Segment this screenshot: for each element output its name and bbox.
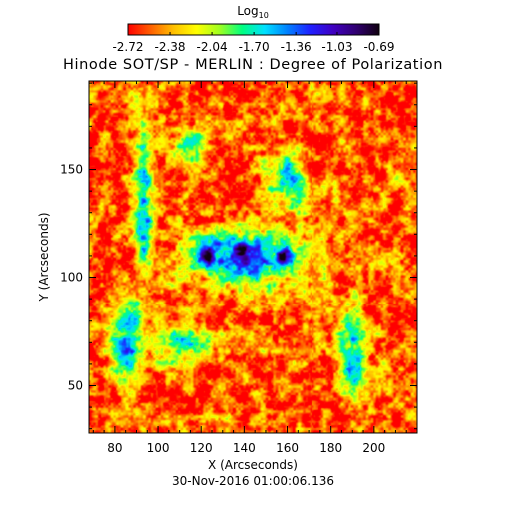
colorbar-tick-label: -2.38 — [155, 40, 186, 54]
colorbar-tick-label: -1.70 — [239, 40, 270, 54]
x-tick-label: 200 — [362, 441, 385, 455]
chart-title: Hinode SOT/SP - MERLIN : Degree of Polar… — [63, 57, 443, 73]
colorbar-ticks: -2.72 -2.38 -2.04 -1.70 -1.36 -1.03 -0.69 — [112, 32, 395, 54]
y-axis-ticks: 50 100 150 — [60, 82, 417, 430]
x-axis-ticks: 80 100 120 140 160 180 200 — [92, 81, 407, 455]
colorbar-tick-label: -1.03 — [321, 40, 352, 54]
colorbar-gradient — [128, 24, 379, 35]
colorbar: Log10 -2.72 -2.38 -2.04 -1.70 -1.36 -1.03 -0.6… — [112, 4, 394, 54]
y-tick-label: 150 — [60, 163, 83, 177]
chart-timestamp: 30-Nov-2016 01:00:06.136 — [172, 474, 334, 488]
x-tick-label: 100 — [147, 441, 170, 455]
colorbar-tick-label: -0.69 — [363, 40, 394, 54]
heatmap-image — [89, 81, 417, 433]
x-axis-label: X (Arcseconds) — [208, 458, 298, 472]
colorbar-label: Log10 — [237, 4, 269, 20]
colorbar-tick-label: -2.04 — [197, 40, 228, 54]
y-tick-label: 100 — [60, 271, 83, 285]
y-axis-label: Y (Arcseconds) — [37, 212, 51, 302]
x-tick-label: 80 — [107, 441, 122, 455]
colorbar-tick-label: -1.36 — [281, 40, 312, 54]
x-tick-label: 140 — [233, 441, 256, 455]
colorbar-frame — [127, 23, 380, 36]
colorbar-tick-label: -2.72 — [112, 40, 143, 54]
y-tick-label: 50 — [68, 378, 83, 392]
x-tick-label: 160 — [276, 441, 299, 455]
x-tick-label: 180 — [319, 441, 342, 455]
x-tick-label: 120 — [190, 441, 213, 455]
plot-frame — [88, 80, 418, 434]
